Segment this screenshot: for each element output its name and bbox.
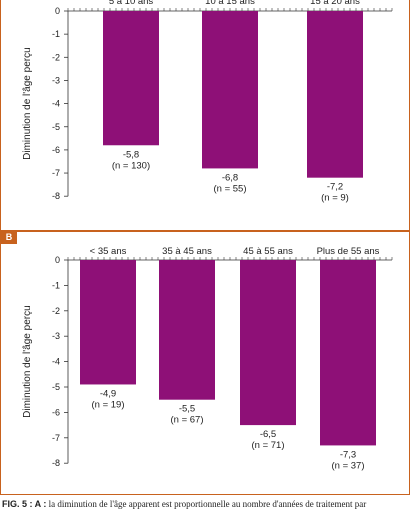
n-label: (n = 37) [331, 460, 364, 471]
caption-text: la diminution de l'âge apparent est prop… [48, 499, 367, 509]
bar-b-2 [159, 260, 215, 400]
bar-charts: 0 -1 -2 -3 -4 -5 -6 -7 -8 Diminution de l'âge per… [22, 0, 393, 471]
y-tick-label: -7 [52, 168, 60, 178]
y-axis-title: Diminution de l'âge perçu [22, 305, 33, 418]
category-label: 15 à 20 ans [310, 0, 360, 7]
n-label: (n = 130) [112, 160, 150, 171]
chart-b: 0 -1 -2 -3 -4 -5 -6 -7 -8 Diminution de l'âge per… [22, 246, 393, 471]
y-tick-label: -2 [52, 306, 60, 316]
figure-caption: FIG. 5 : A : la diminution de l'âge appa… [2, 499, 408, 509]
panel-b-tag: B [1, 231, 17, 244]
bar-a-2 [202, 11, 258, 169]
n-label: (n = 67) [170, 415, 203, 426]
y-tick-label: -1 [52, 280, 60, 290]
category-label: < 35 ans [90, 246, 127, 257]
bar-b-1 [80, 260, 136, 385]
n-label: (n = 71) [251, 440, 284, 451]
value-label: -5,5 [179, 404, 195, 415]
y-tick-label: -8 [52, 458, 60, 468]
n-label: (n = 19) [91, 399, 124, 410]
bar-a-3 [307, 11, 363, 178]
y-tick-label: -8 [52, 191, 60, 201]
value-label: -6,5 [260, 429, 276, 440]
y-tick-label: 0 [55, 6, 60, 16]
value-label: -7,2 [327, 182, 343, 193]
bar-a-1 [103, 11, 159, 146]
n-label: (n = 55) [213, 183, 246, 194]
y-tick-label: -4 [52, 99, 60, 109]
y-tick-label: -2 [52, 52, 60, 62]
y-tick-label: 0 [55, 255, 60, 265]
caption-fig-label: FIG. 5 : A : [2, 499, 47, 509]
value-label: -5,8 [123, 149, 139, 160]
y-tick-label: -6 [52, 407, 60, 417]
y-tick-label: -7 [52, 433, 60, 443]
value-label: -6,8 [222, 172, 238, 183]
category-label: 45 à 55 ans [243, 246, 293, 257]
y-axis-title: Diminution de l'âge perçu [22, 47, 33, 160]
category-label: 5 à 10 ans [109, 0, 154, 7]
y-tick-label: -1 [52, 29, 60, 39]
category-label: 35 à 45 ans [162, 246, 212, 257]
bar-b-3 [240, 260, 296, 426]
n-label: (n = 9) [321, 193, 349, 204]
category-label: 10 à 15 ans [205, 0, 255, 7]
y-tick-label: -4 [52, 357, 60, 367]
value-label: -7,3 [340, 449, 356, 460]
y-tick-label: -6 [52, 145, 60, 155]
y-tick-label: -3 [52, 331, 60, 341]
bar-b-4 [320, 260, 376, 446]
chart-a: 0 -1 -2 -3 -4 -5 -6 -7 -8 Diminution de l'âge per… [22, 0, 393, 204]
y-tick-label: -3 [52, 75, 60, 85]
y-tick-label: -5 [52, 122, 60, 132]
y-tick-label: -5 [52, 382, 60, 392]
category-label: Plus de 55 ans [317, 246, 380, 257]
value-label: -4,9 [100, 388, 116, 399]
